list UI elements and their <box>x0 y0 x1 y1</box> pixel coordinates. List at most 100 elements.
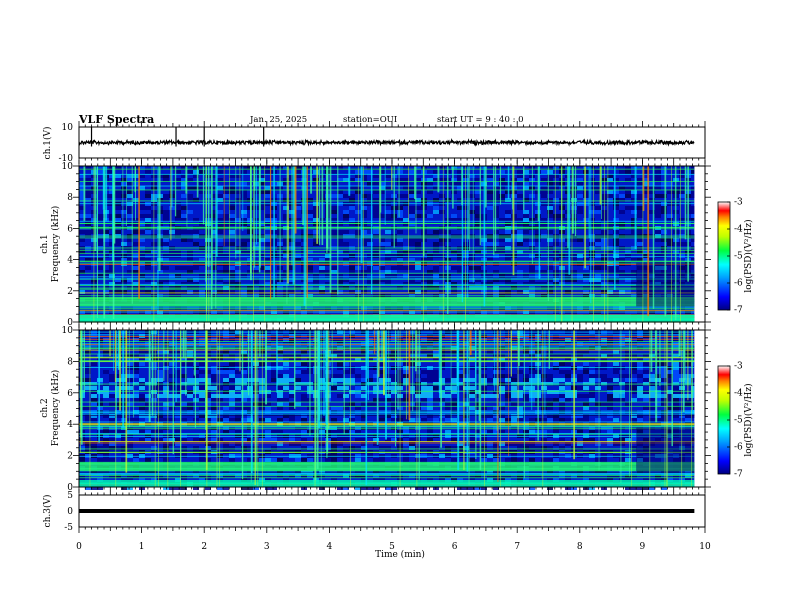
spectrogram-cell <box>475 390 481 394</box>
spectrogram-cell <box>337 374 343 378</box>
spectrogram-cell <box>553 258 559 262</box>
spectrogram-cell <box>265 170 271 174</box>
spectrogram-cell <box>349 378 355 382</box>
spectrogram-cell <box>565 358 571 362</box>
spectrogram-cell <box>337 274 343 278</box>
spectrogram-cell <box>235 430 241 434</box>
spectrogram-sferic <box>499 166 502 205</box>
spectrogram-cell <box>577 182 583 186</box>
spectrogram-cell <box>343 394 349 398</box>
spectrogram-cell <box>169 442 175 446</box>
spectrogram-cell <box>637 362 643 366</box>
spectrogram-cell <box>625 166 631 170</box>
spectrogram-cell <box>193 230 199 234</box>
spectrogram-cell <box>265 186 271 190</box>
spectrogram-cell <box>613 366 619 370</box>
spectrogram-cell <box>505 398 511 402</box>
spectrogram-lf-band <box>79 314 695 322</box>
spectrogram-cell <box>289 266 295 270</box>
spectrogram-cell <box>397 178 403 182</box>
spectrogram-cell <box>655 394 661 398</box>
spectrogram-cell <box>511 374 517 378</box>
spectrogram-cell <box>601 230 607 234</box>
spectrogram-cell <box>139 334 145 338</box>
spectrogram-cell <box>301 438 307 442</box>
spectrogram-cell <box>379 186 385 190</box>
spectrogram-cell <box>553 442 559 446</box>
spectrogram-cell <box>601 470 607 474</box>
spectrogram-cell <box>583 358 589 362</box>
spectrogram-cell <box>649 374 655 378</box>
spectrogram-cell <box>337 238 343 242</box>
spectrogram-cell <box>571 278 577 282</box>
spectrogram-cell <box>145 206 151 210</box>
spectrogram-cell <box>235 378 241 382</box>
spectrogram-cell <box>211 266 217 270</box>
spectrogram-cell <box>571 258 577 262</box>
spectrogram-cell <box>619 458 625 462</box>
spectrogram-cell <box>685 470 691 474</box>
spectrogram-cell <box>361 426 367 430</box>
spectrogram-cell <box>553 214 559 218</box>
spectrogram-sferic <box>96 166 99 319</box>
spectrogram-cell <box>439 226 445 230</box>
spectrogram-cell <box>175 470 181 474</box>
spectrogram-cell <box>145 290 151 294</box>
spectrogram-cell <box>643 486 649 490</box>
spectrogram-cell <box>517 414 523 418</box>
spectrogram-cell <box>283 206 289 210</box>
spectrogram-cell <box>97 266 103 270</box>
spectrogram-cell <box>571 166 577 170</box>
spectrogram-band <box>79 310 695 312</box>
spectrogram-cell <box>343 258 349 262</box>
spectrogram-cell <box>115 278 121 282</box>
spectrogram-cell <box>367 194 373 198</box>
spectrogram-cell <box>133 174 139 178</box>
spectrogram-cell <box>469 266 475 270</box>
spectrogram-cell <box>673 470 679 474</box>
spectrogram-cell <box>583 170 589 174</box>
spectrogram-cell <box>589 390 595 394</box>
spectrogram-cell <box>235 190 241 194</box>
spectrogram-sferic <box>412 330 414 412</box>
spectrogram-cell <box>523 178 529 182</box>
spectrogram-cell <box>505 278 511 282</box>
spectrogram-cell <box>649 258 655 262</box>
spectrogram-cell <box>553 166 559 170</box>
spectrogram-cell <box>307 266 313 270</box>
spectrogram-cell <box>619 186 625 190</box>
spectrogram-cell <box>601 258 607 262</box>
spectrogram-cell <box>457 226 463 230</box>
spectrogram-cell <box>91 334 97 338</box>
spectrogram-cell <box>397 194 403 198</box>
spectrogram-cell <box>109 402 115 406</box>
spectrogram-cell <box>667 214 673 218</box>
spectrogram-cell <box>145 194 151 198</box>
spectrogram-cell <box>583 338 589 342</box>
spectrogram-cell <box>499 390 505 394</box>
spectrogram-cell <box>181 214 187 218</box>
spectrogram-cell <box>175 442 181 446</box>
spectrogram-band <box>79 226 695 228</box>
spectrogram-sferic <box>385 330 387 440</box>
spectrogram-cell <box>439 262 445 266</box>
spectrogram-cell <box>229 186 235 190</box>
spectrogram-cell <box>295 242 301 246</box>
spectrogram-cell <box>79 290 85 294</box>
spectrogram-cell <box>253 278 259 282</box>
spectrogram-cell <box>607 378 613 382</box>
spectrogram-cell <box>337 338 343 342</box>
spectrogram-cell <box>655 350 661 354</box>
spectrogram-band <box>79 168 695 170</box>
spectrogram-cell <box>571 270 577 274</box>
spectrogram-cell <box>589 470 595 474</box>
spectrogram-cell <box>403 418 409 422</box>
spectrogram-cell <box>511 402 517 406</box>
spectrogram-cell <box>145 338 151 342</box>
spectrogram-cell <box>283 402 289 406</box>
spectrogram-cell <box>469 226 475 230</box>
spectrogram-cell <box>457 186 463 190</box>
spectrogram-cell <box>205 426 211 430</box>
